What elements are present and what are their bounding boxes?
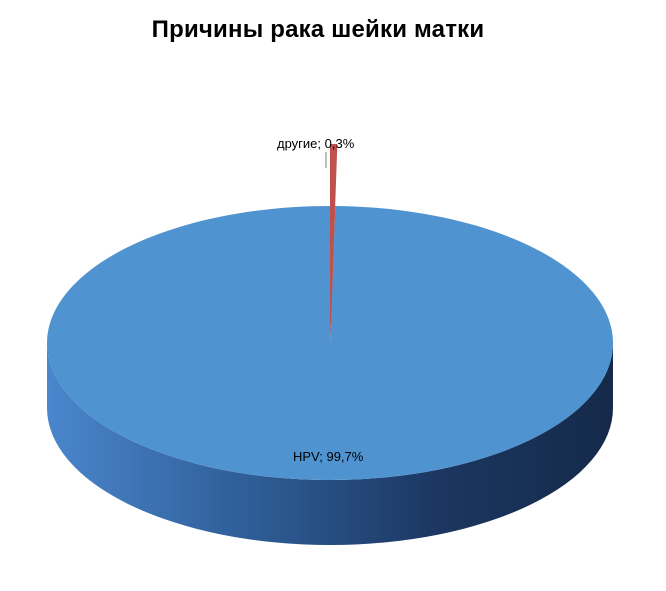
pie-slice-other-exploded (330, 144, 338, 325)
data-label-other: другие; 0,3% (277, 136, 355, 151)
pie-side-wall (47, 343, 613, 545)
data-label-hpv: HPV; 99,7% (293, 449, 364, 464)
chart-title: Причины рака шейки матки (151, 16, 485, 43)
pie-slice-hpv (47, 206, 614, 480)
pie-slices (47, 144, 614, 480)
